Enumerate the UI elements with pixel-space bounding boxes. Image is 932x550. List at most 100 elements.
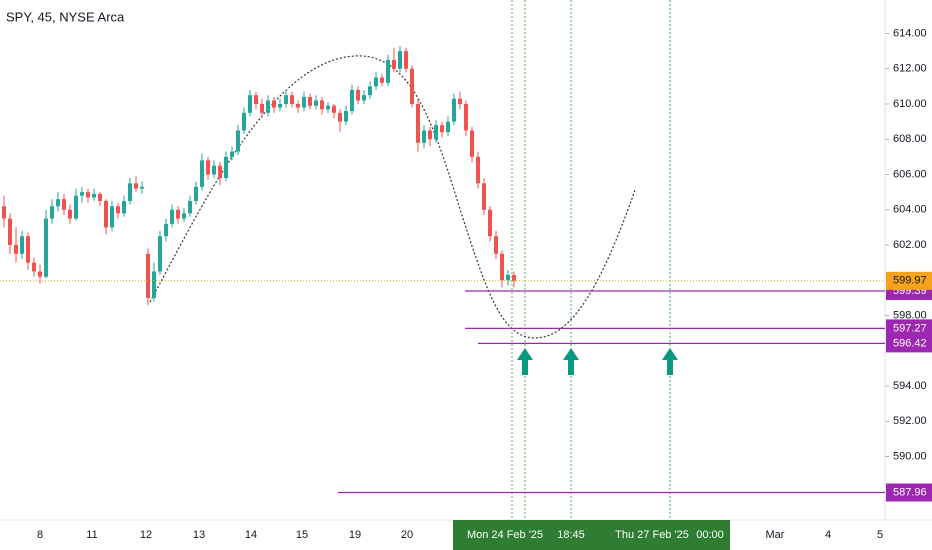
candle-body bbox=[86, 192, 90, 198]
y-tick-label: 610.00 bbox=[893, 98, 927, 110]
candle-body bbox=[290, 95, 294, 104]
candle-body bbox=[176, 209, 180, 219]
candle-body bbox=[44, 218, 48, 277]
x-tick-label: Mar bbox=[766, 529, 785, 541]
candle-body bbox=[218, 165, 222, 179]
highlight-label: Mon 24 Feb '25 bbox=[467, 529, 543, 541]
candle-body bbox=[344, 111, 348, 122]
candle-body bbox=[362, 95, 366, 101]
y-tick-label: 602.00 bbox=[893, 239, 927, 251]
candle-body bbox=[62, 199, 66, 210]
trend-curve bbox=[149, 55, 636, 339]
current-price-label: 599.97 bbox=[893, 275, 927, 287]
up-arrow bbox=[662, 348, 678, 375]
level-label-box bbox=[886, 483, 932, 502]
candle-body bbox=[422, 130, 426, 143]
y-tick-label: 590.00 bbox=[893, 450, 927, 462]
level-label: 596.42 bbox=[893, 337, 927, 349]
candle-body bbox=[134, 183, 138, 189]
candle-body bbox=[398, 51, 402, 69]
candle-body bbox=[404, 51, 408, 69]
candle-body bbox=[488, 209, 492, 237]
x-tick-label: 14 bbox=[245, 529, 257, 541]
candle-body bbox=[164, 223, 168, 237]
candle-body bbox=[194, 186, 198, 201]
candle-body bbox=[158, 236, 162, 272]
candle-body bbox=[68, 209, 72, 219]
level-label: 587.96 bbox=[893, 486, 927, 498]
candle-body bbox=[92, 193, 96, 198]
candle-body bbox=[146, 253, 150, 298]
candle-body bbox=[206, 160, 210, 175]
level-label: 597.27 bbox=[893, 322, 927, 334]
x-tick-label: 13 bbox=[193, 529, 205, 541]
candle-body bbox=[248, 95, 252, 113]
candle-body bbox=[266, 100, 270, 113]
candle-body bbox=[14, 245, 18, 254]
candle-body bbox=[56, 199, 60, 207]
candle-body bbox=[74, 195, 78, 219]
candle-body bbox=[440, 125, 444, 133]
candle-body bbox=[500, 253, 504, 281]
arrows bbox=[517, 348, 678, 375]
candle-body bbox=[434, 125, 438, 140]
y-tick-label: 594.00 bbox=[893, 380, 927, 392]
candle-body bbox=[326, 105, 330, 110]
candle-body bbox=[410, 68, 414, 104]
x-tick-label: 19 bbox=[349, 529, 361, 541]
candle-body bbox=[2, 206, 6, 219]
y-tick-label: 598.00 bbox=[893, 309, 927, 321]
candle-body bbox=[458, 98, 462, 104]
candle-body bbox=[8, 218, 12, 246]
current-price-box bbox=[886, 271, 932, 290]
candle-body bbox=[236, 130, 240, 152]
candle-body bbox=[506, 274, 510, 281]
x-tick-label: 20 bbox=[401, 529, 413, 541]
candle-body bbox=[368, 86, 372, 96]
candle-body bbox=[38, 271, 42, 277]
y-tick-label: 592.00 bbox=[893, 415, 927, 427]
candle-body bbox=[452, 98, 456, 122]
x-tick-label: 5 bbox=[877, 529, 883, 541]
candle-body bbox=[332, 105, 336, 113]
candle-body bbox=[446, 121, 450, 133]
candle-body bbox=[200, 160, 204, 187]
candle-body bbox=[128, 183, 132, 201]
level-label-box bbox=[886, 334, 932, 353]
candle-body bbox=[350, 89, 354, 112]
candle-body bbox=[380, 77, 384, 83]
candle-body bbox=[152, 271, 156, 298]
candle-body bbox=[386, 59, 390, 83]
candle-body bbox=[374, 77, 378, 87]
candle-body bbox=[182, 213, 186, 219]
up-arrow bbox=[517, 348, 533, 375]
candle-body bbox=[428, 130, 432, 140]
candle-body bbox=[464, 104, 468, 131]
candle-body bbox=[476, 156, 480, 184]
candle-body bbox=[224, 156, 228, 179]
vertical-markers bbox=[511, 0, 671, 520]
candle-body bbox=[140, 186, 144, 189]
highlight-label: 18:45 bbox=[557, 529, 585, 541]
candle-body bbox=[80, 192, 84, 196]
candle-body bbox=[482, 183, 486, 210]
y-tick-label: 604.00 bbox=[893, 204, 927, 216]
candle-body bbox=[338, 112, 342, 122]
candle-body bbox=[212, 165, 216, 175]
y-tick-label: 608.00 bbox=[893, 133, 927, 145]
candle-body bbox=[104, 200, 108, 228]
candle-body bbox=[188, 200, 192, 214]
y-tick-label: 612.00 bbox=[893, 63, 927, 75]
candle-body bbox=[254, 95, 258, 104]
candle-body bbox=[320, 100, 324, 110]
level-label-box bbox=[886, 319, 932, 338]
highlight-label: Thu 27 Feb '25 bbox=[615, 529, 689, 541]
candle-body bbox=[116, 206, 120, 214]
highlight-label: 00:00 bbox=[696, 529, 724, 541]
candle-body bbox=[284, 95, 288, 104]
candle-body bbox=[122, 200, 126, 214]
x-tick-label: 11 bbox=[86, 529, 97, 541]
candle-body bbox=[494, 236, 498, 254]
